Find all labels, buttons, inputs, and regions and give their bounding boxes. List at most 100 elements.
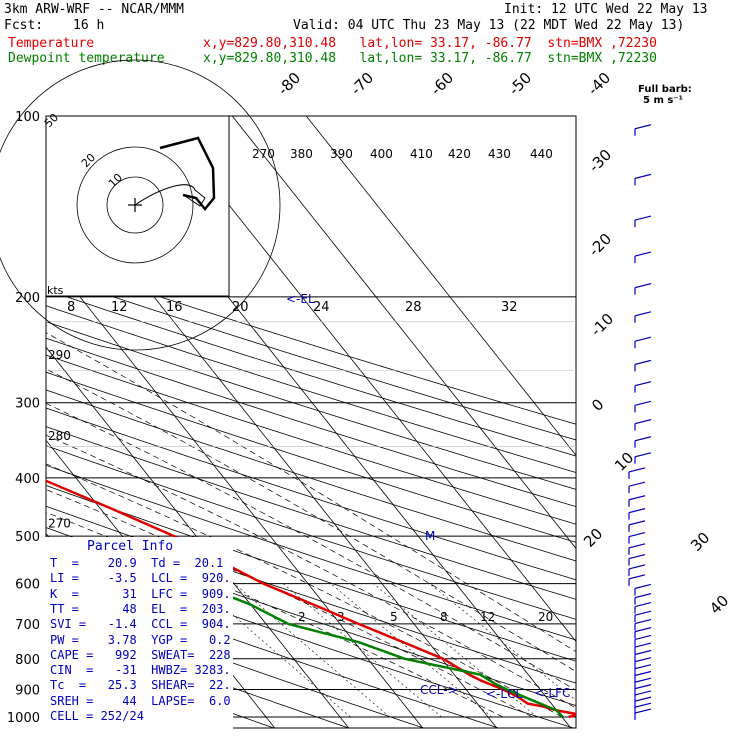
wind-barb [634,684,652,690]
mixing-ratio-line [429,583,576,701]
dry-adiabat [46,259,576,425]
speed-axis-label: 20 [232,300,249,315]
dry-adiabat [46,354,576,525]
wind-barb [634,583,652,589]
theta-label: 400 [370,147,393,161]
wind-barb [634,601,652,608]
ccl-annotation: CCL-> [420,683,458,697]
barb-title: Full barb: [638,84,692,95]
speed-axis-label: 16 [166,300,183,315]
wind-barb [634,610,652,616]
parcel-info-row: LI = -3.5 LCL = 920. [50,571,231,586]
mixing-ratio-labels: 2 3 5 8 12 20 [298,610,553,624]
parcel-info-row: TT = 48 EL = 203. [50,601,231,616]
hodograph-trace-low [134,184,206,207]
wind-barb [634,359,652,365]
wind-barb [634,173,652,179]
dry-adiabat [46,445,576,620]
wind-barb [634,593,652,599]
pressure-tick-label: 800 [15,653,40,668]
temperature-tick-label: -50 [505,69,535,99]
temperature-location: x,y=829.80,310.48 lat,lon= 33.17, -86.77… [203,36,657,51]
mixing-ratio-label: 12 [480,610,495,624]
pressure-axis-labels: 100 200 300 400 500 600 700 800 900 1000 [7,110,40,726]
wind-barb [634,336,652,342]
moist-adiabat [46,434,576,709]
theta-label: 440 [530,147,553,161]
moist-adiabat [46,332,576,653]
wind-barb [634,283,652,289]
init-time: Init: 12 UTC Wed 22 May 13 [504,2,708,17]
valid-time: Valid: 04 UTC Thu 23 May 13 (22 MDT Wed … [293,18,685,33]
parcel-info-row: CAPE = 992 SWEAT= 228 [50,647,231,662]
dry-adiabat [46,426,576,600]
dry-adiabat [46,485,576,662]
wind-barb [634,642,652,648]
theta-label: 380 [290,147,313,161]
wind-barb [634,696,652,702]
dry-adiabat [46,464,576,641]
dry-adiabat [46,595,426,728]
theta-label: 430 [488,147,511,161]
temperature-tick-label: 20 [580,525,606,551]
mixing-ratio-label: 8 [440,610,448,624]
wind-barb [634,677,652,683]
speed-axis-label: 32 [501,300,518,315]
m-annotation: M [425,529,435,543]
hodograph-ring [106,176,164,234]
wind-barb [634,708,652,714]
temperature-tick-label: 40 [706,592,732,618]
wind-barb [634,702,652,708]
temperature-tick-label: -60 [427,69,457,99]
temperature-tick-label: -70 [347,69,377,99]
wind-barb [634,627,652,633]
wind-barb [634,657,652,663]
isotherm-line [46,346,350,728]
level-annotations: <-EL CCL-> <-LCL <-LFC M [286,292,570,701]
temperature-tick-label: -40 [584,69,614,99]
wind-barb [628,543,646,549]
hodograph-speed-axis: 8 12 16 20 24 28 32 [67,300,518,315]
mixing-ratio-line [330,583,492,718]
parcel-info-row: CIN = -31 HWBZ= 3283. [50,663,231,678]
hodograph-trace-high [159,136,216,211]
theta-labels: 270 380 390 400 410 420 430 440 290 280 270 [48,147,553,531]
wind-barb [634,634,652,641]
dry-adiabat [46,274,576,441]
wind-barb [628,508,646,514]
hodograph-ring [76,146,194,264]
wind-barb [634,419,652,425]
parcel-info-row: Tc = 25.3 SHEAR= 22. [50,678,231,693]
isotherm-line [231,116,576,550]
pressure-tick-label: 600 [15,578,40,593]
speed-axis-label: 12 [111,300,128,315]
wind-barb [634,690,652,696]
parcel-info-row: T = 20.9 Td = 20.1 [50,556,224,570]
lfc-annotation: <-LFC [534,686,570,700]
wind-barb [634,251,652,257]
forecast-hour: 16 h [73,18,105,33]
wind-barb [628,467,646,473]
pressure-tick-label: 300 [15,397,40,412]
hodograph-units: kts [47,284,64,297]
pressure-tick-label: 100 [15,110,40,125]
theta-label: 280 [48,429,71,443]
pressure-tick-label: 700 [15,618,40,633]
dry-adiabat [46,407,576,581]
speed-axis-label: 8 [67,300,75,315]
pressure-tick-label: 500 [15,530,40,545]
wind-barb [634,670,652,677]
dry-adiabat [46,305,576,473]
dry-adiabat [46,337,576,508]
temperature-tick-label: -80 [274,69,304,99]
theta-label: 290 [48,348,71,362]
wind-barb [628,564,646,570]
wind-barb [634,618,652,625]
hodograph-frame [45,115,230,297]
moist-adiabat [46,402,576,691]
wind-barb [634,436,652,442]
dewpoint-profile-line [46,547,564,718]
parcel-info-title: Parcel Info [87,539,174,554]
wind-barb [628,532,646,538]
